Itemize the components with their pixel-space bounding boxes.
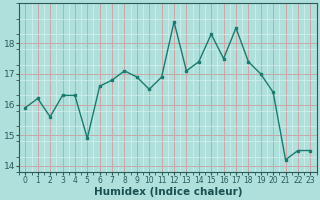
X-axis label: Humidex (Indice chaleur): Humidex (Indice chaleur)	[93, 187, 242, 197]
